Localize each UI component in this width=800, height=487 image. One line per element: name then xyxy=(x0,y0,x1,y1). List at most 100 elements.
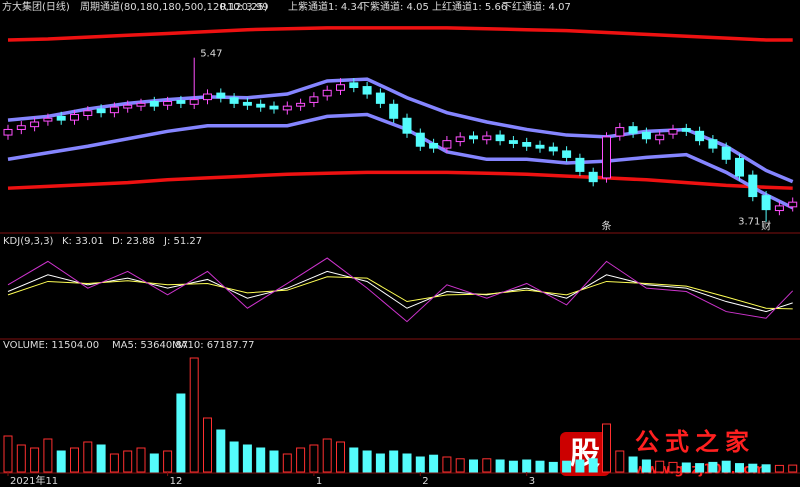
volume-bar xyxy=(761,464,771,473)
candle-body xyxy=(508,140,518,144)
volume-bar xyxy=(282,453,292,473)
volume-bar xyxy=(229,441,239,473)
x-tick-label: 12 xyxy=(170,476,183,487)
volume-bar xyxy=(336,441,345,473)
candle-body xyxy=(562,150,572,158)
legend-entry: K: 33.01 xyxy=(62,236,104,247)
x-tick-label: 2 xyxy=(422,476,428,487)
candle-body xyxy=(415,132,425,147)
candle-body xyxy=(189,99,199,105)
volume-bar xyxy=(149,453,159,473)
volume-bar xyxy=(3,435,13,473)
legend-entry: 上紫通道1: 4.34 xyxy=(288,0,363,13)
volume-bar xyxy=(402,453,412,473)
volume-bar xyxy=(83,441,93,473)
candle-body xyxy=(389,103,399,119)
volume-bar xyxy=(176,393,186,473)
candle-body xyxy=(602,136,611,179)
candle-body xyxy=(309,96,319,103)
volume-bar xyxy=(189,357,199,473)
volume-bar xyxy=(548,461,558,473)
x-tick-label: 1 xyxy=(316,476,322,487)
site-name: 公式之家 xyxy=(635,428,755,456)
volume-bar xyxy=(495,459,505,473)
legend-entry: R10: 3.99 xyxy=(220,2,269,13)
candle-body xyxy=(16,125,26,130)
candle-body xyxy=(375,92,385,104)
candle-body xyxy=(30,121,40,128)
volume-bar xyxy=(575,459,585,473)
volume-bar xyxy=(322,438,332,473)
volume-bar xyxy=(628,456,638,473)
volume-bar xyxy=(695,463,705,473)
volume-bar xyxy=(136,447,146,473)
candle-body xyxy=(349,82,359,89)
legend-entry: J: 51.27 xyxy=(163,236,202,247)
series-line xyxy=(7,257,794,323)
volume-bar xyxy=(562,460,572,473)
annotation: 财 xyxy=(761,219,771,232)
candle-body xyxy=(495,134,505,142)
volume-bar xyxy=(256,447,266,473)
stock-title: 方大集团(日线) xyxy=(2,0,70,13)
volume-bar xyxy=(216,429,226,473)
volume-bar xyxy=(362,450,372,473)
candle-body xyxy=(748,174,758,198)
volume-bar xyxy=(43,438,53,473)
volume-bar xyxy=(602,423,611,473)
volume-bar xyxy=(203,417,212,473)
volume-bar xyxy=(735,463,744,473)
volume-bar xyxy=(455,458,465,473)
candle-body xyxy=(721,146,731,160)
candle-body xyxy=(242,101,252,106)
candle-body xyxy=(229,97,239,104)
candle-body xyxy=(681,128,691,132)
candle-body xyxy=(163,100,173,106)
panel-title: KDJ(9,3,3) xyxy=(3,236,54,247)
volume-bar xyxy=(375,453,385,473)
candle-body xyxy=(535,144,545,149)
candle-body xyxy=(176,100,186,104)
volume-bar xyxy=(508,460,518,473)
candle-body xyxy=(83,110,93,116)
annotation: 条 xyxy=(602,219,612,232)
annotation: 5.47 xyxy=(200,49,222,60)
volume-bar xyxy=(522,459,532,473)
volume-bar xyxy=(442,456,452,473)
candle-body xyxy=(655,134,665,141)
volume-bar xyxy=(641,459,651,473)
volume-bar xyxy=(269,450,279,473)
candle-body xyxy=(695,130,705,142)
candle-body xyxy=(429,142,439,149)
annotation: 3.71 xyxy=(738,217,760,228)
volume-bar xyxy=(296,447,306,473)
candle-body xyxy=(216,92,226,99)
volume-bar xyxy=(655,460,665,473)
candle-body xyxy=(282,105,292,111)
candle-body xyxy=(296,102,306,107)
candle-body xyxy=(109,106,119,114)
volume-bar xyxy=(349,447,359,473)
volume-bar xyxy=(748,463,758,473)
candle-body xyxy=(455,136,465,143)
volume-bar xyxy=(96,444,106,473)
volume-bar xyxy=(123,450,133,473)
candle-body xyxy=(708,139,718,149)
candle-body xyxy=(322,89,332,97)
legend-entry: 下红通道: 4.07 xyxy=(502,0,571,13)
volume-bar xyxy=(16,444,26,473)
candle-body xyxy=(735,157,744,177)
volume-bar xyxy=(429,454,439,473)
legend-entry: MA10: 67187.77 xyxy=(172,340,254,351)
candle-body xyxy=(548,146,558,152)
volume-bar xyxy=(615,450,625,473)
volume-bar xyxy=(721,460,731,473)
legend-entry: 上红通道1: 5.66 xyxy=(432,0,507,13)
candle-body xyxy=(336,84,345,91)
candle-body xyxy=(136,102,146,107)
volume-bar xyxy=(708,461,718,473)
volume-bar xyxy=(163,450,173,473)
volume-bar xyxy=(681,462,691,473)
panel-title: VOLUME: 11504.00 xyxy=(3,340,99,351)
